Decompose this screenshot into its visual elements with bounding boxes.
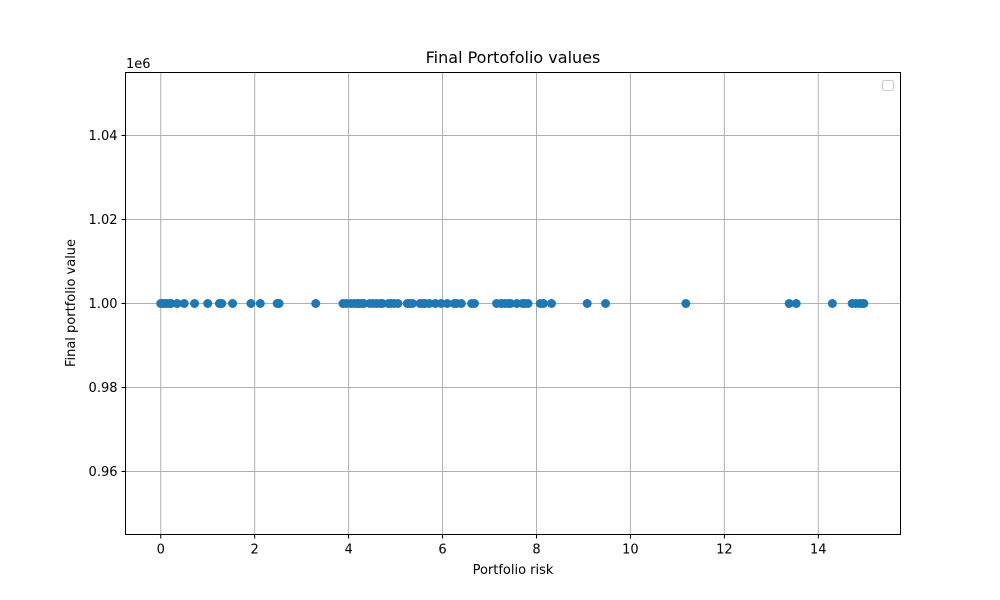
data-point — [582, 299, 592, 308]
x-tick-label: 14 — [810, 543, 827, 558]
data-point — [217, 299, 227, 308]
data-point — [179, 299, 189, 308]
y-axis-label: Final portfolio value — [64, 239, 79, 367]
data-point — [827, 299, 837, 308]
chart-title: Final Portofolio values — [426, 48, 601, 67]
data-point — [681, 299, 691, 308]
x-tick-label: 8 — [532, 543, 540, 558]
data-point — [274, 299, 284, 308]
data-point — [246, 299, 256, 308]
y-tick-label: 0.96 — [89, 465, 118, 480]
y-axis-ticks: 0.96 0.98 1.00 1.02 1.04 — [89, 129, 126, 480]
y-tick-label: 1.02 — [89, 213, 118, 228]
x-tick-label: 2 — [251, 543, 259, 558]
x-tick-label: 0 — [157, 543, 165, 558]
data-point — [393, 299, 403, 308]
data-point — [311, 299, 321, 308]
data-point — [456, 299, 466, 308]
x-tick-label: 12 — [716, 543, 733, 558]
y-offset-label: 1e6 — [126, 57, 151, 72]
x-tick-label: 4 — [344, 543, 352, 558]
data-point — [791, 299, 801, 308]
data-point — [547, 299, 557, 308]
data-point — [228, 299, 238, 308]
data-point — [859, 299, 869, 308]
y-tick-label: 0.98 — [89, 381, 118, 396]
y-tick-label: 1.00 — [89, 297, 118, 312]
data-point — [407, 299, 417, 308]
data-point — [255, 299, 265, 308]
data-point — [601, 299, 611, 308]
data-point — [442, 299, 452, 308]
legend-box — [882, 80, 894, 91]
data-point — [523, 299, 533, 308]
data-point — [784, 299, 794, 308]
x-tick-label: 6 — [438, 543, 446, 558]
x-axis-ticks: 0 2 4 6 8 10 12 14 — [157, 534, 827, 558]
data-points — [156, 299, 869, 308]
data-point — [190, 299, 200, 308]
y-tick-label: 1.04 — [89, 129, 118, 144]
data-point — [539, 299, 549, 308]
data-point — [172, 299, 182, 308]
data-point — [469, 299, 479, 308]
data-point — [203, 299, 213, 308]
x-axis-label: Portfolio risk — [473, 563, 554, 578]
x-tick-label: 10 — [622, 543, 639, 558]
